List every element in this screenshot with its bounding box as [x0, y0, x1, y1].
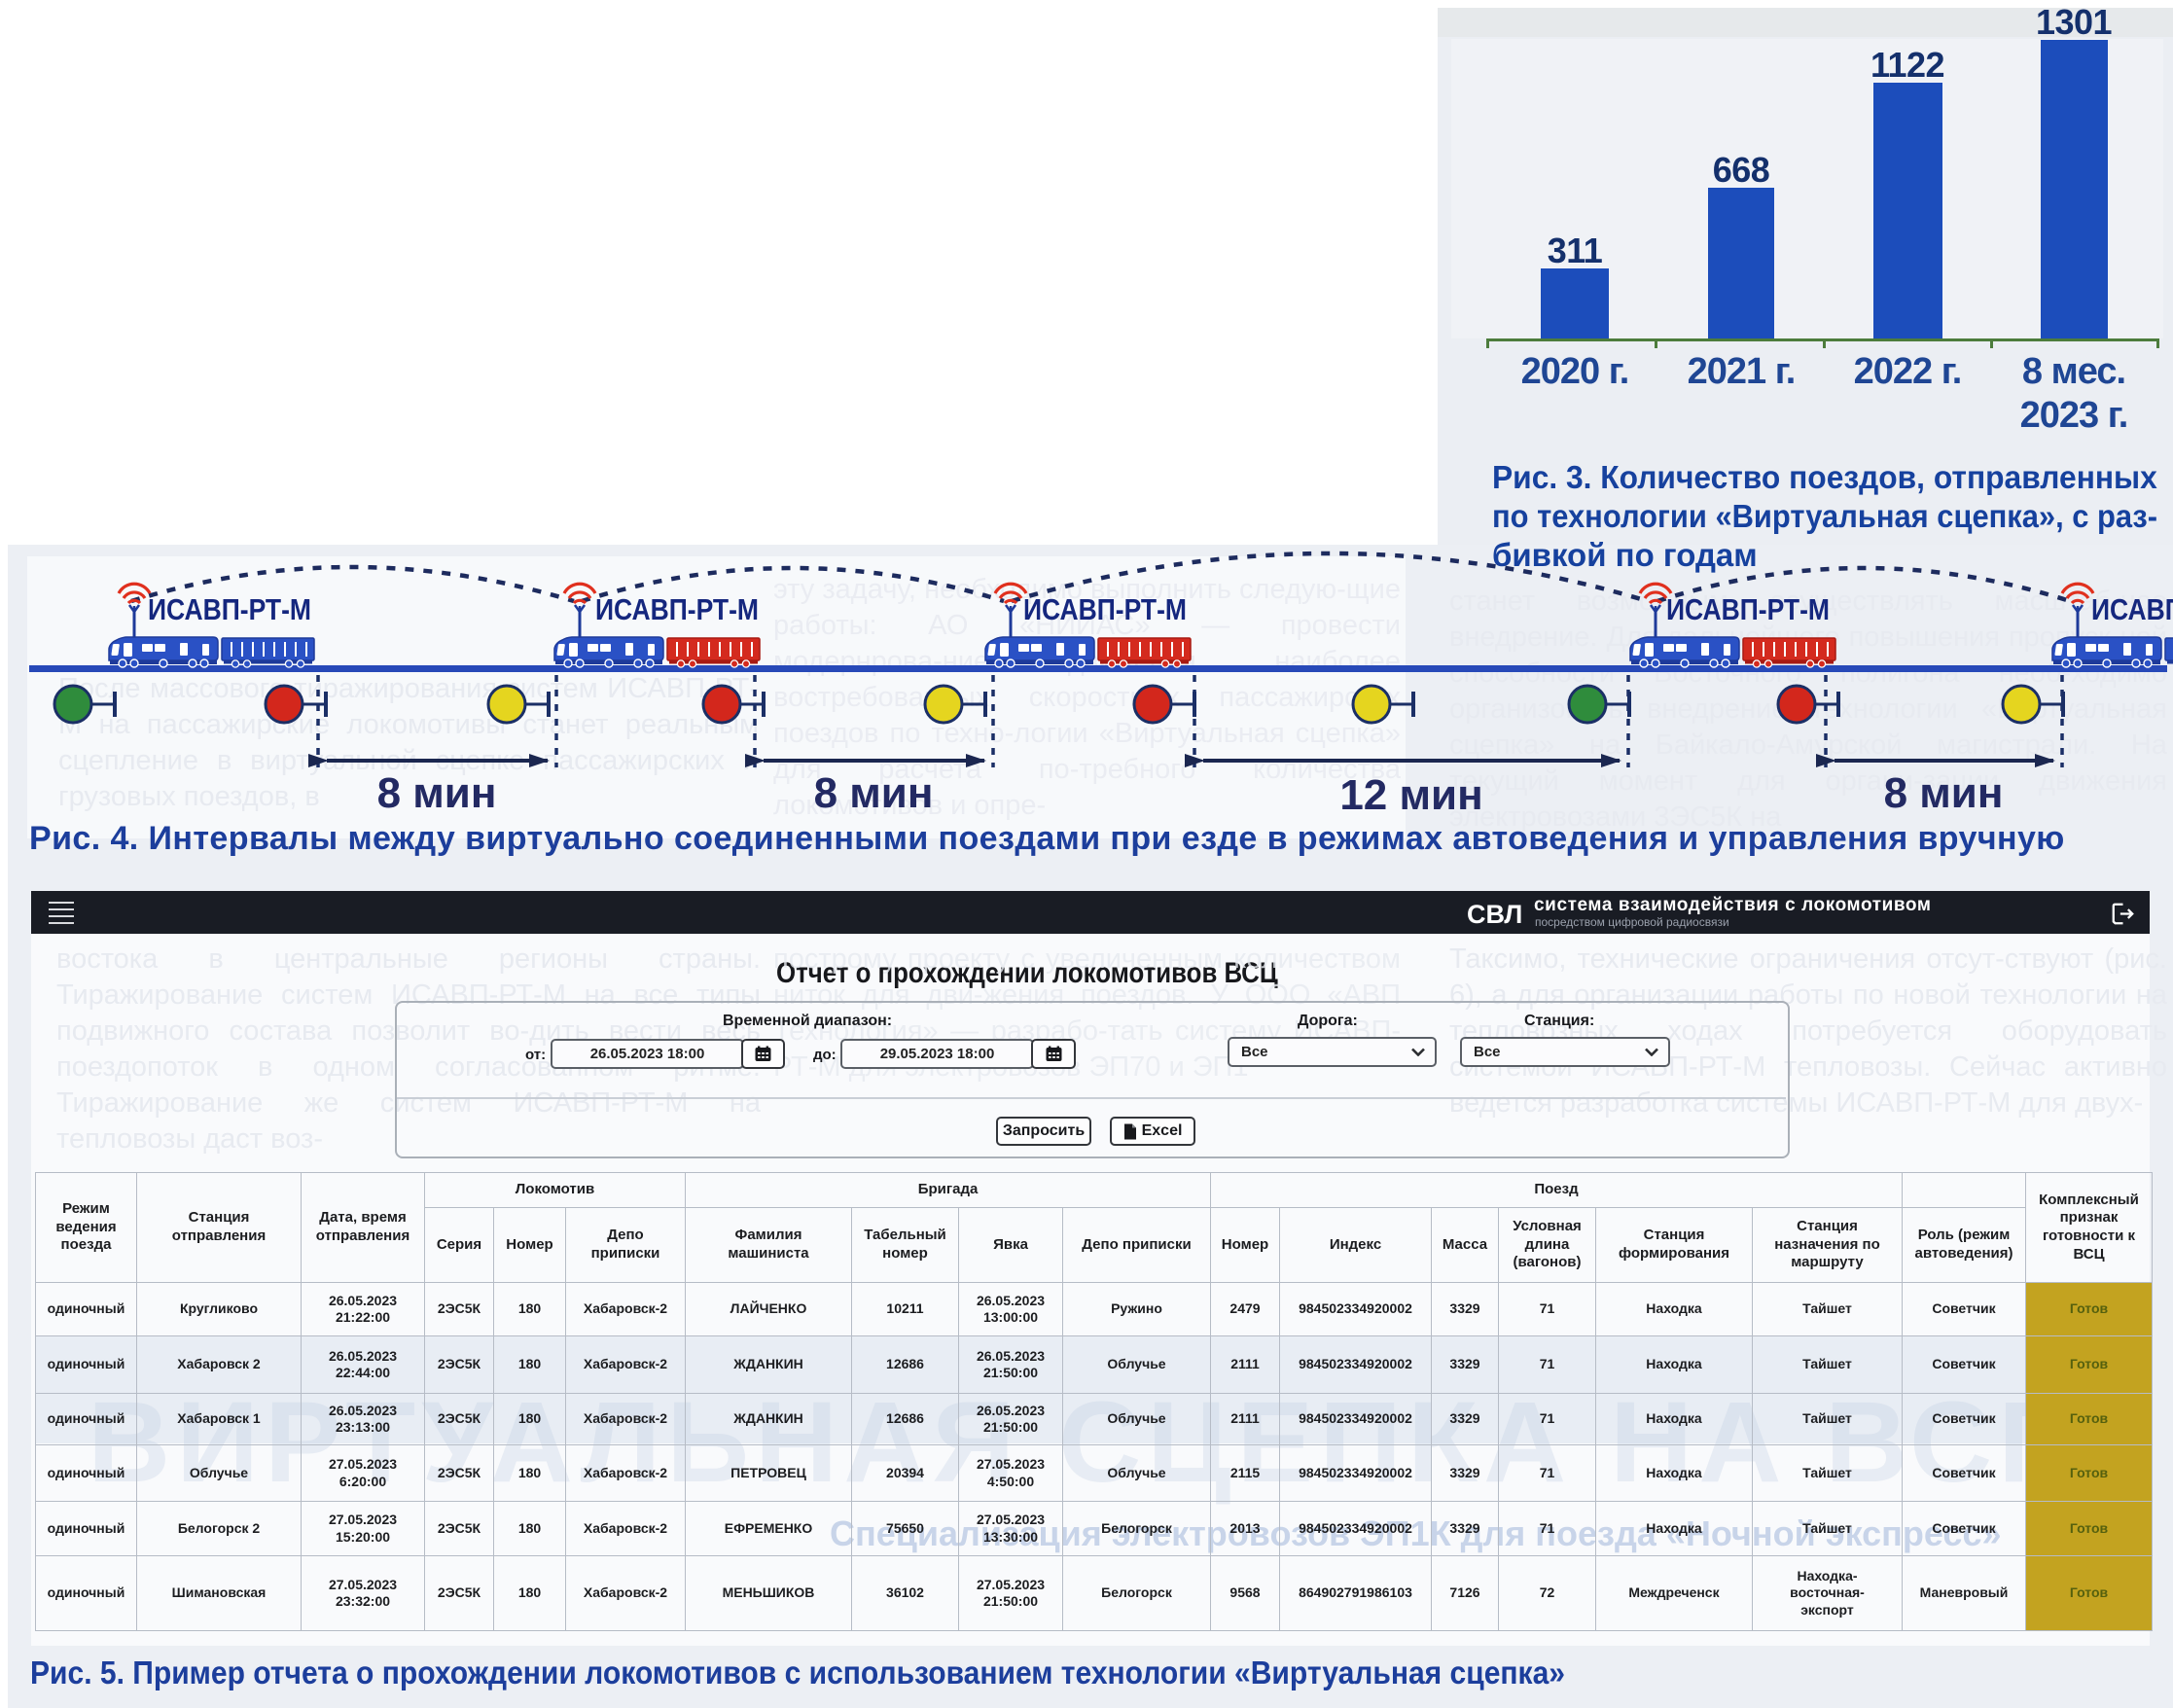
svg-text:8 мин: 8 мин [377, 769, 497, 817]
svg-text:ИСАВП-РТ-М: ИСАВП-РТ-М [2091, 592, 2173, 626]
svg-text:8 мин: 8 мин [1884, 769, 2004, 817]
svg-text:ИСАВП-РТ-М: ИСАВП-РТ-М [1023, 592, 1187, 626]
svg-text:ИСАВП-РТ-М: ИСАВП-РТ-М [1666, 592, 1830, 626]
svg-text:12 мин: 12 мин [1339, 771, 1482, 819]
svg-text:ИСАВП-РТ-М: ИСАВП-РТ-М [595, 592, 759, 626]
svg-text:8 мин: 8 мин [814, 769, 934, 817]
svg-text:ИСАВП-РТ-М: ИСАВП-РТ-М [148, 592, 311, 626]
